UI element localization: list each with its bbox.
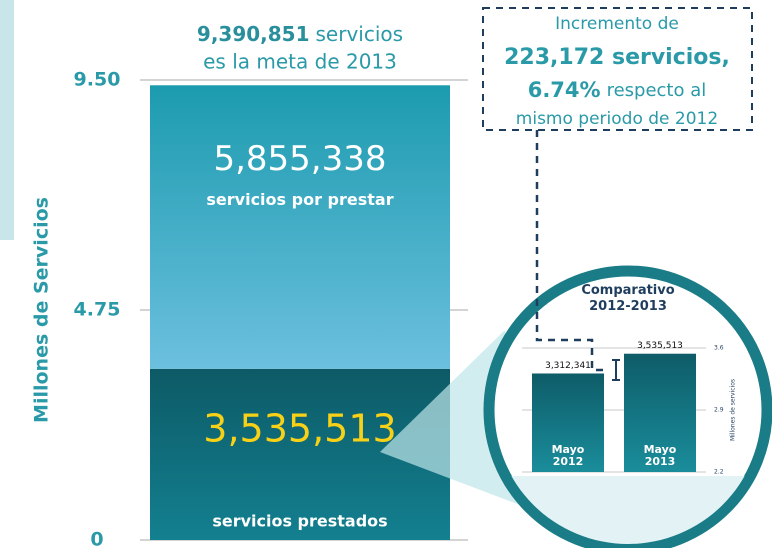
x-tick-label: Mayo 2012	[552, 443, 585, 468]
y-axis-label: Millones de Servicios	[31, 197, 53, 423]
y-axis-label: Millones de servicios	[730, 379, 737, 441]
annotation-line: 6.74% respecto al	[528, 78, 707, 102]
y-tick-label: 3.6	[714, 345, 724, 352]
zoom-cone	[380, 330, 520, 505]
bar	[624, 353, 696, 472]
value-label: 3,535,513	[637, 341, 683, 351]
chart-subtitle: es la meta de 2013	[203, 50, 397, 74]
main-chart: 0 4.75 9.50 Millones de Servicios 3,535,513 s…	[31, 69, 468, 548]
bar-segment	[150, 85, 450, 369]
callout-connector	[535, 130, 603, 372]
difference-bracket	[612, 359, 620, 381]
value-label: 3,312,341	[545, 361, 591, 371]
annotation-line: mismo periodo de 2012	[516, 109, 718, 129]
callout-box	[482, 7, 753, 131]
y-tick-label: 4.75	[74, 299, 121, 321]
inset-title: Comparativo 2012-2013	[581, 283, 674, 314]
annotation-amount: 223,172 servicios,	[504, 45, 730, 70]
series-label: servicios prestados	[212, 512, 387, 531]
y-tick-label: 2.2	[714, 469, 724, 476]
bar	[532, 373, 604, 472]
y-tick-label: 2.9	[714, 407, 724, 414]
y-tick-label: 9.50	[74, 69, 121, 91]
chart-title: 9,390,851 servicios	[197, 22, 403, 46]
inset-chart: Comparativo 2012-2013 2.2 2.9 3.6 Millones de…	[522, 283, 737, 476]
value-label: 3,535,513	[203, 406, 396, 450]
x-tick-label: Mayo 2013	[644, 443, 677, 468]
value-label: 5,855,338	[213, 139, 386, 179]
series-label: servicios por prestar	[206, 190, 393, 209]
y-tick-label: 0	[90, 529, 103, 548]
annotation-line: Incremento de	[555, 14, 679, 34]
side-strip	[0, 0, 14, 240]
